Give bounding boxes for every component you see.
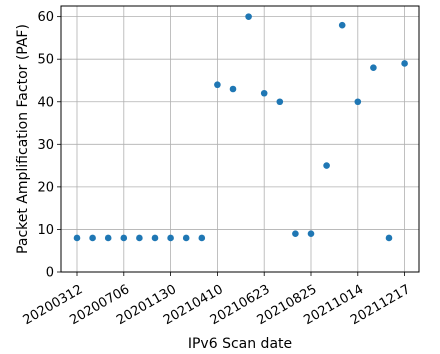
plot-frame [60, 5, 420, 273]
data-point [151, 234, 159, 242]
data-point [89, 234, 96, 242]
data-point [229, 85, 237, 93]
data-point [354, 98, 362, 106]
data-point [104, 234, 112, 242]
data-point [167, 234, 174, 242]
y-tick-label: 30 [37, 138, 54, 153]
data-point [307, 230, 315, 237]
y-tick-label: 50 [37, 53, 54, 68]
data-points [73, 13, 408, 242]
grid [61, 6, 419, 273]
data-point [214, 81, 221, 89]
x-axis-label: IPv6 Scan date [188, 336, 292, 352]
data-point [136, 234, 143, 242]
y-tick-label: 60 [37, 10, 54, 25]
data-point [401, 60, 408, 67]
y-axis-ticks: 0 10 20 30 40 50 60 [37, 10, 61, 281]
data-point [245, 13, 252, 20]
y-axis-label: Packet Amplification Factor (PAF) [15, 24, 31, 254]
data-point [182, 234, 190, 242]
data-point [260, 89, 268, 97]
x-axis-ticks: 2020031220200706202011302021041020210623… [21, 272, 413, 328]
y-tick-label: 20 [37, 180, 54, 195]
data-point [370, 64, 377, 72]
y-tick-label: 40 [37, 95, 54, 110]
data-point [385, 234, 393, 242]
data-point [323, 162, 330, 169]
data-point [120, 234, 128, 242]
y-tick-label: 10 [37, 223, 54, 238]
data-point [276, 98, 284, 106]
data-point [73, 234, 81, 242]
data-point [292, 230, 299, 237]
data-point [338, 21, 346, 29]
data-point [198, 234, 206, 242]
y-tick-label: 0 [46, 266, 54, 281]
